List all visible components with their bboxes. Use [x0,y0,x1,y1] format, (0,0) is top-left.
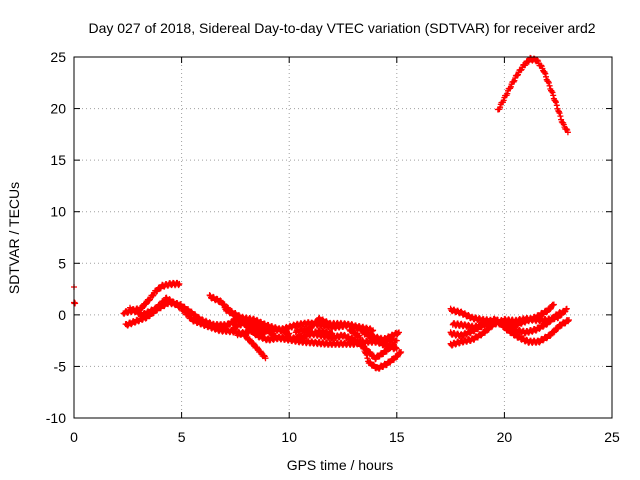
y-tick-label: 5 [58,255,66,271]
series-track-j [346,326,405,372]
series-markers [127,294,269,362]
y-tick-label: 0 [58,307,66,323]
x-tick-label: 15 [389,429,405,445]
y-tick-label: -10 [46,410,66,426]
x-tick-label: 20 [497,429,513,445]
plot-frame [73,56,613,419]
y-tick-label: 10 [50,204,66,220]
y-tick-label: -5 [54,358,67,374]
series-track-k [361,329,402,344]
series-track-c [127,294,269,362]
x-tick-label: 10 [281,429,297,445]
series-markers [494,54,571,136]
series-isolated-start [71,284,79,307]
chart-title: Day 027 of 2018, Sidereal Day-to-day VTE… [88,20,595,36]
series-markers [447,301,557,340]
tick-layer: 0 5 10 15 20 25 -10 -5 0 5 10 15 20 25 [46,49,620,445]
y-tick-label: 15 [50,152,66,168]
y-axis-label: SDTVAR / TECUs [6,182,22,294]
series-track-peak [494,54,571,136]
x-tick-label: 0 [70,429,78,445]
series-track-o [447,301,557,340]
grid-layer [74,57,612,418]
x-tick-label: 25 [604,429,620,445]
series-markers [71,284,79,307]
series-markers [361,329,402,344]
series-markers [346,326,405,372]
y-tick-label: 25 [50,49,66,65]
data-layer [71,54,572,372]
x-tick-label: 5 [178,429,186,445]
x-axis-label: GPS time / hours [287,457,394,473]
y-tick-label: 20 [50,101,66,117]
